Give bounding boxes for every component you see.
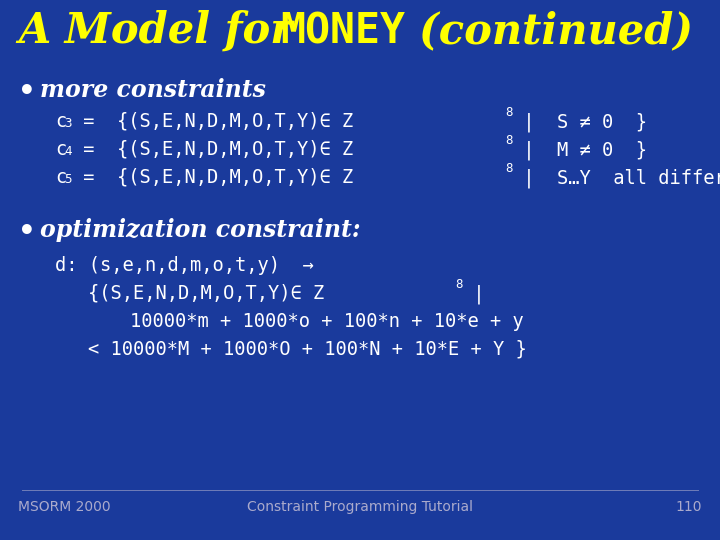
Text: A Model for: A Model for <box>18 10 307 52</box>
Text: =  {(S,E,N,D,M,O,T,Y)∈ Z: = {(S,E,N,D,M,O,T,Y)∈ Z <box>72 112 354 131</box>
Text: 8: 8 <box>505 134 513 147</box>
Text: c: c <box>55 168 66 187</box>
Text: < 10000*M + 1000*O + 100*N + 10*E + Y }: < 10000*M + 1000*O + 100*N + 10*E + Y } <box>88 340 527 359</box>
Text: |: | <box>462 284 485 303</box>
Text: •: • <box>18 78 36 105</box>
Text: 8: 8 <box>505 106 513 119</box>
Text: 4: 4 <box>64 145 71 158</box>
Text: (continued): (continued) <box>390 10 693 52</box>
Text: 8: 8 <box>505 162 513 175</box>
Text: MONEY: MONEY <box>280 10 405 52</box>
Text: |  S ≠ 0  }: | S ≠ 0 } <box>512 112 647 132</box>
Text: MSORM 2000: MSORM 2000 <box>18 500 111 514</box>
Text: 8: 8 <box>455 278 462 291</box>
Text: optimization constraint:: optimization constraint: <box>40 218 361 242</box>
Text: 10000*m + 1000*o + 100*n + 10*e + y: 10000*m + 1000*o + 100*n + 10*e + y <box>130 312 523 331</box>
Text: 3: 3 <box>64 117 71 130</box>
Text: Constraint Programming Tutorial: Constraint Programming Tutorial <box>247 500 473 514</box>
Text: c: c <box>55 112 66 131</box>
Text: {(S,E,N,D,M,O,T,Y)∈ Z: {(S,E,N,D,M,O,T,Y)∈ Z <box>88 284 324 303</box>
Text: more constraints: more constraints <box>40 78 266 102</box>
Text: =  {(S,E,N,D,M,O,T,Y)∈ Z: = {(S,E,N,D,M,O,T,Y)∈ Z <box>72 140 354 159</box>
Text: 110: 110 <box>675 500 702 514</box>
Text: |  M ≠ 0  }: | M ≠ 0 } <box>512 140 647 159</box>
Text: c: c <box>55 140 66 159</box>
Text: |  S…Y  all different}: | S…Y all different} <box>512 168 720 187</box>
Text: •: • <box>18 218 36 245</box>
Text: d: (s,e,n,d,m,o,t,y)  →: d: (s,e,n,d,m,o,t,y) → <box>55 256 314 275</box>
Text: =  {(S,E,N,D,M,O,T,Y)∈ Z: = {(S,E,N,D,M,O,T,Y)∈ Z <box>72 168 354 187</box>
Text: 5: 5 <box>64 173 71 186</box>
